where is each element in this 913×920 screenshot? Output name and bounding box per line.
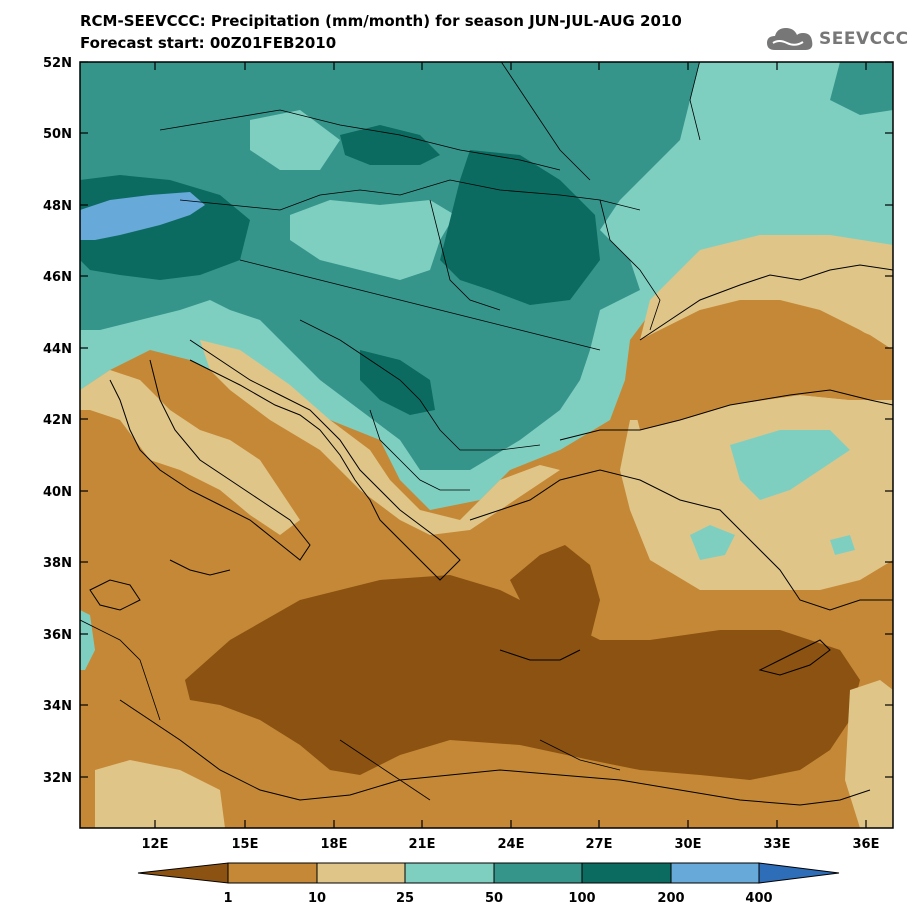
lon-label: 18E (321, 837, 348, 852)
lon-label: 27E (586, 837, 613, 852)
lon-label: 33E (764, 837, 791, 852)
colorbar-segment (404, 862, 495, 884)
colorbar-labels: 1 10 25 50 100 200 400 (223, 891, 772, 906)
colorbar-segment (137, 862, 229, 884)
country-borders (80, 62, 701, 801)
colorbar-segment (316, 862, 406, 884)
precip-field-lt1 (185, 575, 860, 780)
precip-field-10-25-southeast (845, 680, 893, 828)
map-plot-area (80, 62, 893, 828)
lat-label: 42N (43, 413, 72, 428)
precip-field-10-25-libya (95, 760, 225, 828)
seevccc-logo: SEEVCCC (765, 24, 909, 54)
lat-label: 38N (43, 556, 72, 571)
lon-label: 12E (142, 837, 169, 852)
precip-field-100-200-carpathian (440, 150, 600, 305)
lat-label: 46N (43, 270, 72, 285)
colorbar-label: 25 (396, 891, 414, 906)
precip-field-50-100-ne (830, 62, 893, 115)
lat-label: 34N (43, 699, 72, 714)
lat-label: 40N (43, 485, 72, 500)
latitude-axis: 52N 50N 48N 46N 44N 42N 40N 38N 36N 34N … (43, 56, 893, 786)
colorbar-label: 10 (308, 891, 326, 906)
lon-label: 21E (409, 837, 436, 852)
lat-label: 52N (43, 56, 72, 71)
precip-field-1-10-blacksea (630, 300, 893, 430)
colorbar-label: 50 (485, 891, 503, 906)
colorbar-segment (670, 862, 760, 884)
precip-field-25-50-sicily (80, 610, 95, 670)
lat-label: 32N (43, 771, 72, 786)
lat-label: 36N (43, 628, 72, 643)
precip-field-25-50-central (250, 110, 340, 170)
precip-field-25-50-turkey-small (690, 525, 735, 560)
colorbar-segment (581, 862, 672, 884)
lon-label: 36E (853, 837, 880, 852)
precip-field-lt1-aegean (510, 545, 600, 645)
precip-field-10-25-italy (80, 370, 300, 535)
lat-label: 50N (43, 127, 72, 142)
colorbar-label: 100 (568, 891, 595, 906)
lat-label: 44N (43, 342, 72, 357)
colorbar-segment (758, 862, 840, 884)
precip-field-10-25-ukraine (640, 235, 893, 350)
colorbar-label: 1 (223, 891, 232, 906)
precip-field-25-50-turkey (730, 430, 850, 500)
map-title: RCM-SEEVCCC: Precipitation (mm/month) fo… (80, 12, 682, 30)
colorbar-segment (493, 862, 583, 884)
longitude-axis: 12E 15E 18E 21E 24E 27E 30E 33E 36E (142, 62, 880, 852)
precip-field-10-25-adriatic (200, 340, 560, 535)
precip-field-100-200-north (340, 125, 440, 165)
lon-label: 24E (498, 837, 525, 852)
colorbar-label: 400 (745, 891, 772, 906)
colorbar (137, 862, 840, 884)
cloud-icon (767, 28, 813, 50)
lon-label: 30E (675, 837, 702, 852)
colorbar-label: 200 (657, 891, 684, 906)
map-frame (79, 61, 894, 829)
colorbar-segment (227, 862, 318, 884)
coastlines (89, 264, 893, 806)
precip-field-25-50-turkey-east (830, 535, 855, 555)
lat-label: 48N (43, 199, 72, 214)
forecast-start-subtitle: Forecast start: 00Z01FEB2010 (80, 34, 337, 52)
logo-text: SEEVCCC (819, 29, 909, 49)
lon-label: 15E (232, 837, 259, 852)
precip-field-200-400 (80, 192, 205, 240)
precip-field-25-50-hungary (290, 200, 455, 280)
